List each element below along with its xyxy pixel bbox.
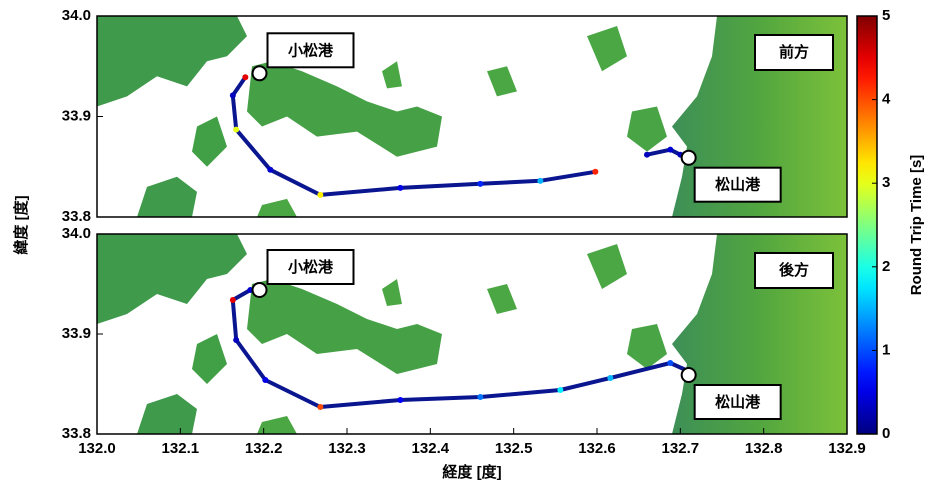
chart: 小松港松山港前方33.833.934.0緯度 [度]小松港松山港後方33.833… [0,0,935,489]
colorbar: 0 1 2 3 4 5 Round Trip Time [s] [857,7,925,442]
place-label: 松山港 [715,176,761,194]
rtt-point [644,152,650,158]
rtt-point [557,387,563,393]
x-axis-label: 経度 [度] [442,463,501,481]
rtt-point [592,169,598,175]
x-tick-label: 132.5 [495,440,533,457]
rtt-point [667,360,673,366]
rtt-point [233,337,239,343]
x-tick-label: 132.1 [162,440,200,457]
rtt-point [233,127,239,133]
colorbar-tick-label: 5 [882,7,890,24]
rtt-point [667,147,673,153]
y-tick-label: 34.0 [62,225,91,242]
rtt-point [317,192,323,198]
colorbar-tick-label: 1 [882,341,890,358]
x-tick-label: 132.3 [328,440,366,457]
place-marker [253,283,267,297]
place-marker [682,368,696,382]
rtt-point [477,181,483,187]
place-label: 松山港 [715,393,761,411]
colorbar-label: Round Trip Time [s] [908,155,925,296]
x-tick-label: 132.6 [578,440,616,457]
rtt-point [267,167,273,173]
place-marker [253,66,267,80]
rtt-point [242,74,248,80]
y-tick-label: 33.9 [62,325,91,342]
rtt-point [477,394,483,400]
y-axis-label: 緯度 [度] [12,195,30,254]
rtt-point [230,92,236,98]
place-label: 小松港 [288,258,334,276]
colorbar-tick-label: 3 [882,174,890,191]
panel-annotation: 前方 [779,43,809,61]
x-tick-label: 132.4 [412,440,450,457]
place-label: 小松港 [288,41,334,59]
rtt-point [262,377,268,383]
x-tick-label: 132.9 [828,440,866,457]
y-tick-label: 34.0 [62,7,91,24]
colorbar-tick-label: 4 [882,91,891,108]
colorbar-scale [857,16,877,434]
rtt-point [317,404,323,410]
colorbar-tick-label: 2 [882,258,890,275]
x-tick-label: 132.0 [78,440,116,457]
y-tick-label: 33.9 [62,107,91,124]
x-tick-label: 132.7 [662,440,700,457]
x-tick-label: 132.8 [745,440,783,457]
x-tick-label: 132.2 [245,440,283,457]
panel-annotation: 後方 [778,261,809,279]
place-marker [682,151,696,165]
rtt-point [230,297,236,303]
rtt-point [537,178,543,184]
rtt-point [397,397,403,403]
colorbar-tick-label: 0 [882,425,890,442]
y-tick-label: 33.8 [62,208,91,225]
rtt-point [607,375,613,381]
rtt-point [397,185,403,191]
